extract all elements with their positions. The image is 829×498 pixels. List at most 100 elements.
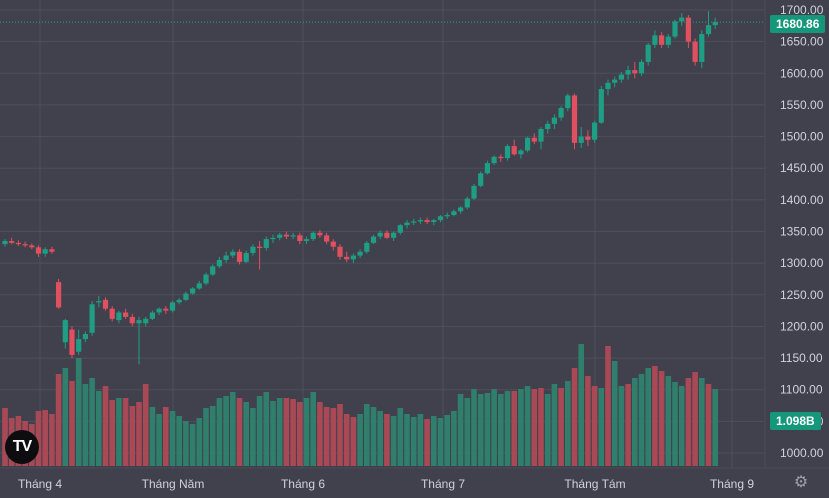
volume-bar — [652, 366, 658, 466]
last-price-badge: 1680.86 — [770, 15, 826, 33]
candle-body — [618, 74, 624, 80]
candle-body — [424, 220, 430, 223]
candle-body — [2, 240, 8, 245]
volume-bar — [122, 398, 129, 466]
candle-body — [223, 255, 229, 260]
x-tick-label: Tháng 9 — [710, 477, 754, 491]
candle-body — [310, 232, 316, 240]
candle-body — [123, 312, 129, 317]
volume-bar — [89, 378, 95, 466]
candle-body — [89, 304, 95, 333]
volume-bar — [303, 398, 310, 466]
volume-bar — [504, 391, 511, 466]
candle-body — [210, 266, 216, 275]
volume-bar — [605, 346, 611, 466]
volume-bar — [692, 372, 698, 466]
x-tick-label: Tháng 6 — [281, 477, 325, 491]
y-tick-label: 1200.00 — [780, 319, 824, 333]
volume-bar — [183, 421, 189, 466]
candle-body — [652, 35, 658, 45]
volume-bar — [457, 394, 464, 466]
candle-body — [679, 17, 685, 22]
tradingview-logo[interactable]: TV — [5, 430, 39, 464]
volume-bar — [330, 408, 337, 466]
volume-bar — [417, 414, 424, 466]
candle-body — [102, 299, 109, 309]
candle-body — [163, 308, 169, 311]
volume-bar — [297, 402, 303, 466]
candle-body — [511, 146, 517, 155]
candle-body — [605, 82, 611, 90]
volume-bar — [216, 398, 223, 466]
volume-bar — [169, 411, 176, 466]
volume-bar — [109, 400, 115, 466]
candle-body — [370, 236, 377, 243]
volume-bar — [350, 417, 357, 466]
volume-bar — [276, 398, 283, 466]
candle-body — [451, 211, 457, 216]
volume-bar — [116, 398, 122, 466]
volume-bar — [410, 417, 417, 466]
candle-body — [143, 318, 149, 324]
volume-bar — [424, 419, 430, 466]
candle-body — [49, 249, 55, 252]
volume-bar — [189, 424, 196, 466]
candle-body — [236, 251, 243, 262]
volume-bar — [638, 374, 645, 466]
candle-body — [672, 21, 678, 37]
candle-body — [35, 247, 42, 254]
candle-body — [417, 220, 423, 222]
volume-bar — [464, 398, 471, 466]
candle-body — [263, 239, 269, 248]
candle-body — [444, 215, 450, 217]
y-tick-label: 1150.00 — [780, 351, 823, 365]
volume-bar — [658, 371, 665, 466]
candle-body — [471, 185, 477, 199]
volume-bar — [538, 388, 544, 466]
volume-bar — [35, 411, 42, 466]
volume-bar — [431, 416, 437, 466]
volume-bar — [618, 386, 625, 466]
candle-body — [15, 242, 21, 245]
volume-bar — [69, 381, 75, 466]
x-tick-label: Tháng 7 — [421, 477, 465, 491]
volume-bar — [196, 418, 203, 466]
volume-bar — [477, 394, 484, 466]
candle-body — [324, 235, 330, 242]
volume-bar — [518, 389, 524, 466]
volume-bar — [96, 391, 102, 466]
candle-body — [109, 308, 115, 319]
candle-body — [69, 329, 75, 355]
volume-bar — [491, 389, 497, 466]
volume-bar — [498, 394, 504, 466]
volume-bar — [531, 389, 538, 466]
candle-body — [705, 25, 712, 35]
gear-icon[interactable]: ⚙ — [793, 474, 809, 491]
candle-body — [129, 316, 135, 324]
volume-bar — [163, 407, 169, 466]
candle-body — [699, 34, 705, 62]
candle-body — [565, 95, 571, 109]
volume-bar — [645, 368, 651, 466]
candle-body — [692, 41, 698, 62]
volume-bar — [142, 384, 149, 466]
candle-body — [330, 241, 336, 247]
last-volume-badge: 1.098B — [770, 412, 821, 430]
volume-bar — [377, 411, 383, 466]
volume-bar — [565, 381, 571, 466]
y-tick-label: 1000.00 — [780, 446, 824, 460]
candle-body — [384, 232, 390, 238]
candle-body — [270, 237, 276, 240]
volume-bar — [551, 384, 558, 466]
candle-body — [257, 246, 263, 248]
candle-body — [96, 301, 102, 303]
volume-bar — [75, 358, 82, 466]
volume-bar — [357, 414, 363, 466]
candle-body — [458, 207, 464, 212]
candle-body — [277, 234, 283, 238]
candle-body — [136, 320, 142, 324]
candle-body — [585, 136, 591, 140]
volume-bar — [263, 392, 270, 466]
